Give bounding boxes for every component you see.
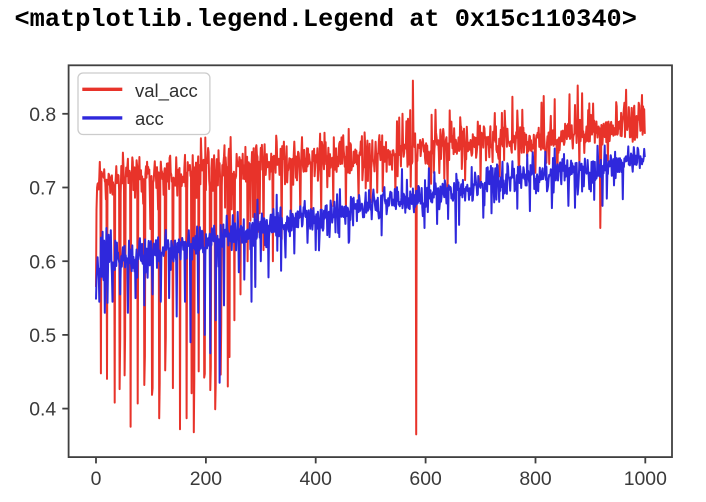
svg-text:400: 400: [300, 468, 333, 490]
svg-text:0.6: 0.6: [29, 251, 56, 273]
svg-text:200: 200: [190, 468, 223, 490]
svg-text:<matplotlib.legend.Legend at 0: <matplotlib.legend.Legend at 0x15c110340…: [15, 5, 637, 34]
svg-text:1000: 1000: [624, 468, 667, 490]
svg-text:acc: acc: [135, 108, 164, 129]
svg-text:0.8: 0.8: [29, 104, 56, 126]
svg-text:800: 800: [519, 468, 552, 490]
svg-text:600: 600: [409, 468, 442, 490]
svg-text:0.7: 0.7: [29, 178, 56, 200]
svg-text:0.4: 0.4: [29, 399, 56, 421]
svg-text:val_acc: val_acc: [135, 80, 198, 102]
svg-text:0: 0: [91, 468, 102, 490]
svg-text:0.5: 0.5: [29, 325, 56, 347]
